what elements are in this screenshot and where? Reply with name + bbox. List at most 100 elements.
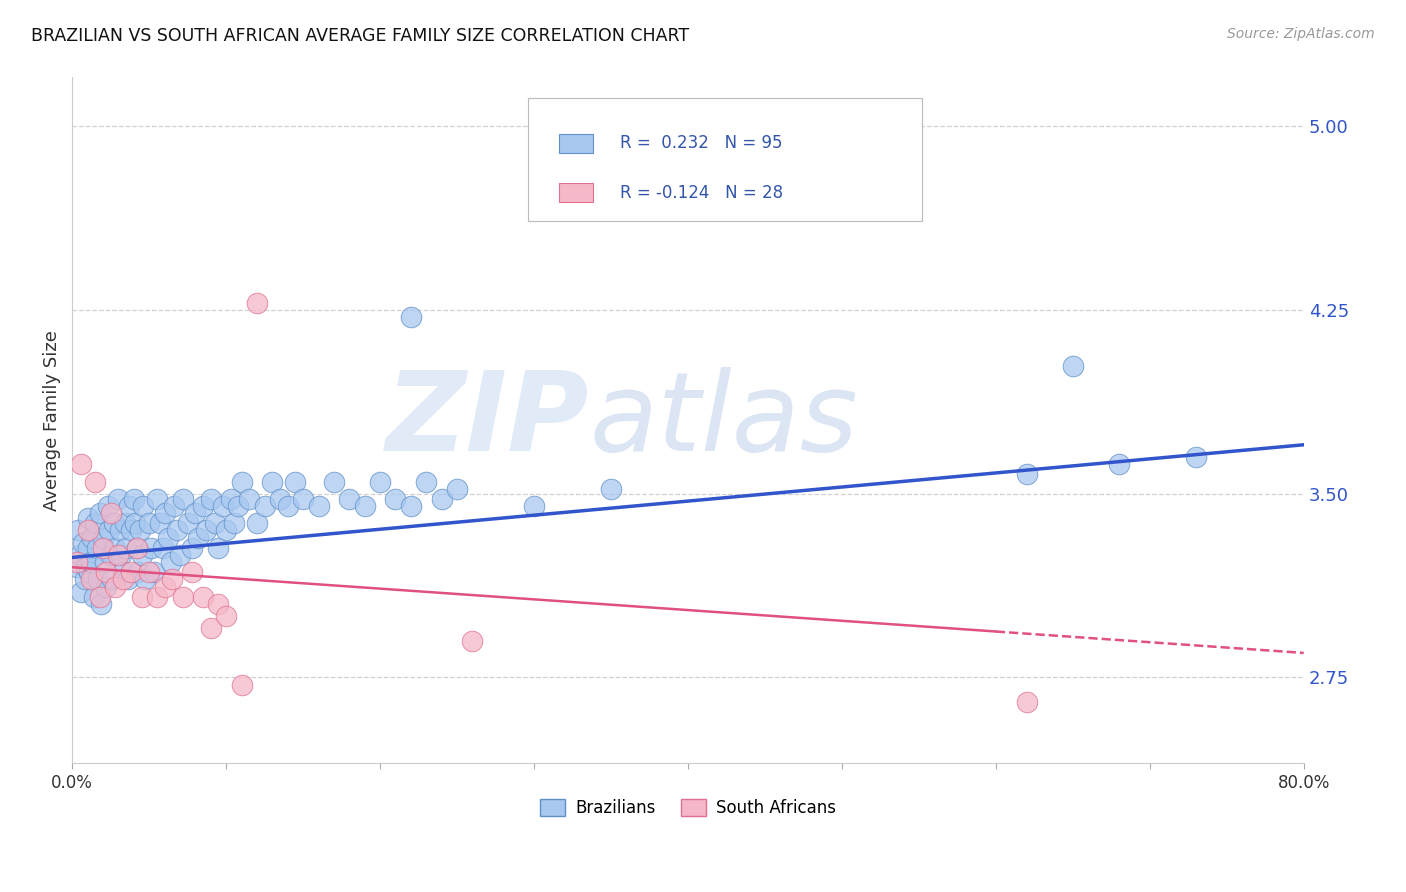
Text: Source: ZipAtlas.com: Source: ZipAtlas.com	[1227, 27, 1375, 41]
Point	[222, 516, 245, 530]
Point	[215, 524, 238, 538]
Point	[112, 573, 135, 587]
Point	[67, 524, 90, 538]
Point	[246, 295, 269, 310]
Point	[69, 548, 91, 562]
Point	[77, 565, 100, 579]
Point	[215, 609, 238, 624]
Point	[72, 535, 94, 549]
FancyBboxPatch shape	[558, 134, 593, 153]
Point	[82, 531, 104, 545]
Point	[127, 565, 149, 579]
Y-axis label: Average Family Size: Average Family Size	[44, 330, 60, 511]
Point	[269, 491, 291, 506]
Point	[231, 475, 253, 489]
Point	[118, 499, 141, 513]
Point	[207, 597, 229, 611]
Point	[184, 506, 207, 520]
Text: R =  0.232   N = 95: R = 0.232 N = 95	[620, 135, 783, 153]
Point	[353, 499, 375, 513]
Point	[142, 565, 165, 579]
Point	[86, 541, 108, 555]
Point	[80, 555, 103, 569]
Text: BRAZILIAN VS SOUTH AFRICAN AVERAGE FAMILY SIZE CORRELATION CHART: BRAZILIAN VS SOUTH AFRICAN AVERAGE FAMIL…	[31, 27, 689, 45]
Point	[100, 506, 122, 520]
Point	[238, 491, 260, 506]
Point	[110, 548, 132, 562]
FancyBboxPatch shape	[527, 98, 922, 221]
Point	[149, 516, 172, 530]
Point	[70, 584, 93, 599]
Text: atlas: atlas	[589, 367, 858, 474]
Point	[114, 516, 136, 530]
Point	[132, 499, 155, 513]
Point	[93, 555, 115, 569]
Point	[156, 531, 179, 545]
Point	[231, 678, 253, 692]
Point	[384, 491, 406, 506]
Point	[104, 580, 127, 594]
Point	[146, 590, 169, 604]
Point	[138, 516, 160, 530]
Point	[600, 482, 623, 496]
Point	[292, 491, 315, 506]
Point	[200, 491, 222, 506]
Point	[415, 475, 437, 489]
Point	[76, 511, 98, 525]
Point	[117, 573, 139, 587]
Point	[1015, 695, 1038, 709]
Point	[228, 499, 250, 513]
Point	[120, 565, 142, 579]
Point	[152, 541, 174, 555]
Point	[219, 491, 242, 506]
Point	[204, 516, 226, 530]
Point	[94, 565, 117, 579]
Point	[253, 499, 276, 513]
Point	[83, 590, 105, 604]
Point	[262, 475, 284, 489]
Point	[89, 506, 111, 520]
Point	[100, 548, 122, 562]
Point	[87, 573, 110, 587]
Point	[461, 633, 484, 648]
Point	[107, 491, 129, 506]
Point	[159, 555, 181, 569]
Point	[246, 516, 269, 530]
Point	[195, 524, 218, 538]
Point	[1015, 467, 1038, 482]
Point	[1185, 450, 1208, 464]
Point	[191, 590, 214, 604]
Point	[337, 491, 360, 506]
Point	[129, 524, 152, 538]
Point	[76, 541, 98, 555]
Point	[146, 491, 169, 506]
Point	[112, 565, 135, 579]
Point	[523, 499, 546, 513]
Point	[66, 560, 89, 574]
Point	[70, 458, 93, 472]
Point	[163, 499, 186, 513]
Point	[91, 531, 114, 545]
Point	[138, 565, 160, 579]
Point	[134, 573, 156, 587]
Point	[131, 548, 153, 562]
Point	[200, 622, 222, 636]
Point	[122, 491, 145, 506]
Point	[153, 580, 176, 594]
Point	[322, 475, 344, 489]
Point	[166, 524, 188, 538]
Point	[284, 475, 307, 489]
Point	[84, 516, 107, 530]
Legend: Brazilians, South Africans: Brazilians, South Africans	[534, 792, 842, 823]
Point	[104, 541, 127, 555]
Point	[98, 524, 121, 538]
Point	[399, 310, 422, 325]
Point	[125, 541, 148, 555]
Point	[181, 541, 204, 555]
Point	[172, 590, 194, 604]
Point	[212, 499, 235, 513]
Point	[73, 573, 96, 587]
Point	[94, 580, 117, 594]
Point	[139, 541, 162, 555]
Point	[176, 516, 198, 530]
